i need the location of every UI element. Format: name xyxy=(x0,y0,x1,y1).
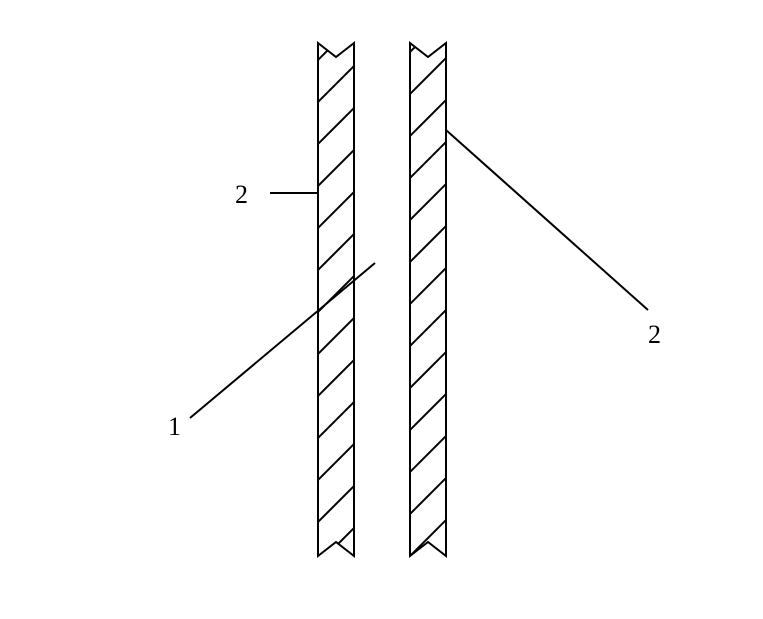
diagram-canvas: 2 2 1 xyxy=(0,0,763,619)
leader-label1 xyxy=(190,263,375,418)
callout-label-1: 1 xyxy=(168,412,181,442)
left-wall-outline xyxy=(318,43,354,556)
leader-label2_right xyxy=(446,130,648,310)
diagram-svg xyxy=(0,0,763,619)
callout-label-2-left: 2 xyxy=(235,180,248,210)
callout-label-2-right: 2 xyxy=(648,320,661,350)
